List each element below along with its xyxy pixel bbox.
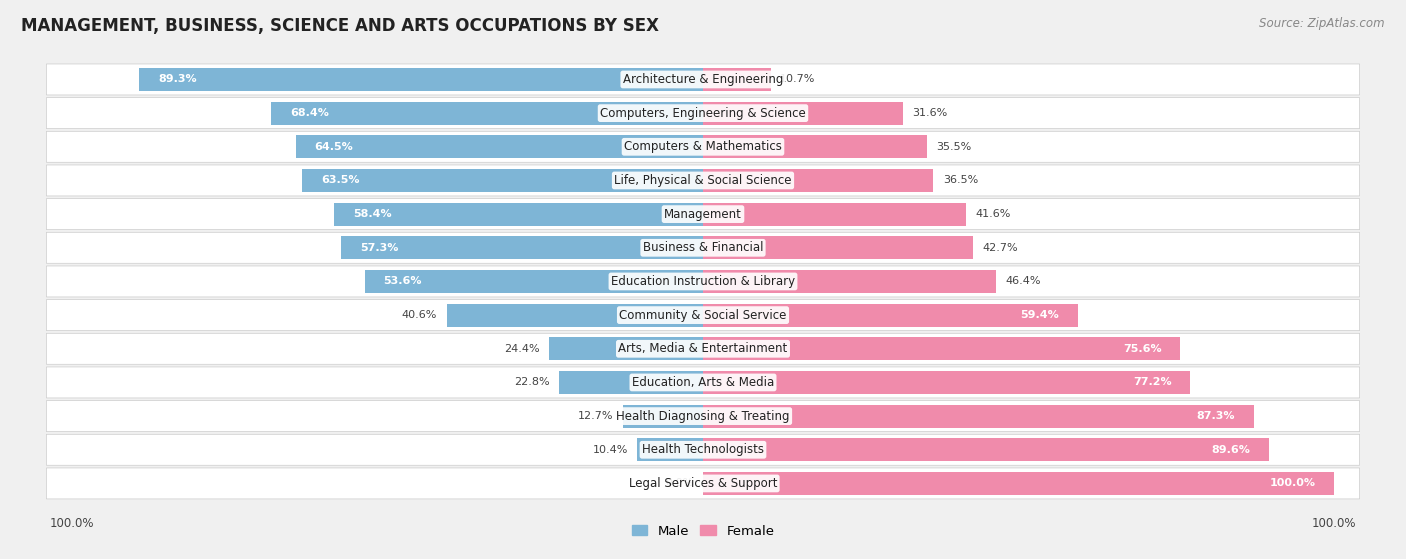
Text: 87.3%: 87.3% [1197, 411, 1236, 421]
Text: Arts, Media & Entertainment: Arts, Media & Entertainment [619, 342, 787, 356]
Text: 35.5%: 35.5% [936, 142, 972, 152]
FancyBboxPatch shape [46, 165, 1360, 196]
Text: Business & Financial: Business & Financial [643, 241, 763, 254]
FancyBboxPatch shape [46, 367, 1360, 398]
Bar [703, 203, 966, 226]
Bar [548, 337, 703, 360]
Bar [703, 472, 1334, 495]
Text: Education, Arts & Media: Education, Arts & Media [631, 376, 775, 389]
Text: Computers, Engineering & Science: Computers, Engineering & Science [600, 107, 806, 120]
Bar [302, 169, 703, 192]
Text: 89.6%: 89.6% [1211, 445, 1250, 455]
Bar [703, 236, 973, 259]
Text: 10.7%: 10.7% [780, 74, 815, 84]
FancyBboxPatch shape [46, 300, 1360, 330]
Bar [703, 135, 927, 158]
Text: 75.6%: 75.6% [1123, 344, 1161, 354]
Bar [703, 270, 995, 293]
Bar [342, 236, 703, 259]
FancyBboxPatch shape [46, 98, 1360, 129]
Text: Source: ZipAtlas.com: Source: ZipAtlas.com [1260, 17, 1385, 30]
Text: Life, Physical & Social Science: Life, Physical & Social Science [614, 174, 792, 187]
FancyBboxPatch shape [46, 468, 1360, 499]
FancyBboxPatch shape [46, 131, 1360, 162]
Text: 68.4%: 68.4% [290, 108, 329, 118]
Text: 53.6%: 53.6% [384, 277, 422, 286]
Text: 89.3%: 89.3% [157, 74, 197, 84]
Bar [447, 304, 703, 326]
Bar [637, 438, 703, 461]
Text: 57.3%: 57.3% [360, 243, 398, 253]
FancyBboxPatch shape [46, 434, 1360, 465]
Bar [703, 304, 1078, 326]
Text: 58.4%: 58.4% [353, 209, 392, 219]
Text: 46.4%: 46.4% [1005, 277, 1040, 286]
FancyBboxPatch shape [46, 233, 1360, 263]
Text: 10.4%: 10.4% [592, 445, 628, 455]
Bar [703, 405, 1254, 428]
Bar [703, 438, 1268, 461]
FancyBboxPatch shape [46, 333, 1360, 364]
FancyBboxPatch shape [46, 64, 1360, 95]
Text: Health Diagnosing & Treating: Health Diagnosing & Treating [616, 410, 790, 423]
Text: Education Instruction & Library: Education Instruction & Library [612, 275, 794, 288]
Text: 36.5%: 36.5% [943, 176, 979, 186]
Text: Management: Management [664, 207, 742, 221]
Bar [703, 169, 934, 192]
Bar [295, 135, 703, 158]
FancyBboxPatch shape [46, 266, 1360, 297]
Text: Computers & Mathematics: Computers & Mathematics [624, 140, 782, 153]
Text: 77.2%: 77.2% [1133, 377, 1171, 387]
Bar [703, 68, 770, 91]
Bar [271, 102, 703, 125]
Bar [703, 102, 903, 125]
Text: 63.5%: 63.5% [321, 176, 360, 186]
Bar [139, 68, 703, 91]
Bar [335, 203, 703, 226]
Bar [623, 405, 703, 428]
Text: Health Technologists: Health Technologists [643, 443, 763, 456]
Text: 64.5%: 64.5% [315, 142, 353, 152]
Text: 22.8%: 22.8% [515, 377, 550, 387]
Text: 12.7%: 12.7% [578, 411, 613, 421]
Bar [703, 371, 1191, 394]
Text: 0.0%: 0.0% [665, 479, 693, 489]
Text: 41.6%: 41.6% [976, 209, 1011, 219]
Text: 31.6%: 31.6% [912, 108, 948, 118]
Text: Architecture & Engineering: Architecture & Engineering [623, 73, 783, 86]
Bar [364, 270, 703, 293]
Text: 59.4%: 59.4% [1021, 310, 1059, 320]
Text: MANAGEMENT, BUSINESS, SCIENCE AND ARTS OCCUPATIONS BY SEX: MANAGEMENT, BUSINESS, SCIENCE AND ARTS O… [21, 17, 659, 35]
Text: Community & Social Service: Community & Social Service [619, 309, 787, 321]
FancyBboxPatch shape [46, 401, 1360, 432]
Text: 42.7%: 42.7% [981, 243, 1018, 253]
FancyBboxPatch shape [46, 198, 1360, 230]
Bar [560, 371, 703, 394]
Text: Legal Services & Support: Legal Services & Support [628, 477, 778, 490]
Bar [703, 337, 1181, 360]
Legend: Male, Female: Male, Female [626, 519, 780, 543]
Text: 24.4%: 24.4% [503, 344, 540, 354]
Text: 40.6%: 40.6% [402, 310, 437, 320]
Text: 100.0%: 100.0% [1270, 479, 1316, 489]
